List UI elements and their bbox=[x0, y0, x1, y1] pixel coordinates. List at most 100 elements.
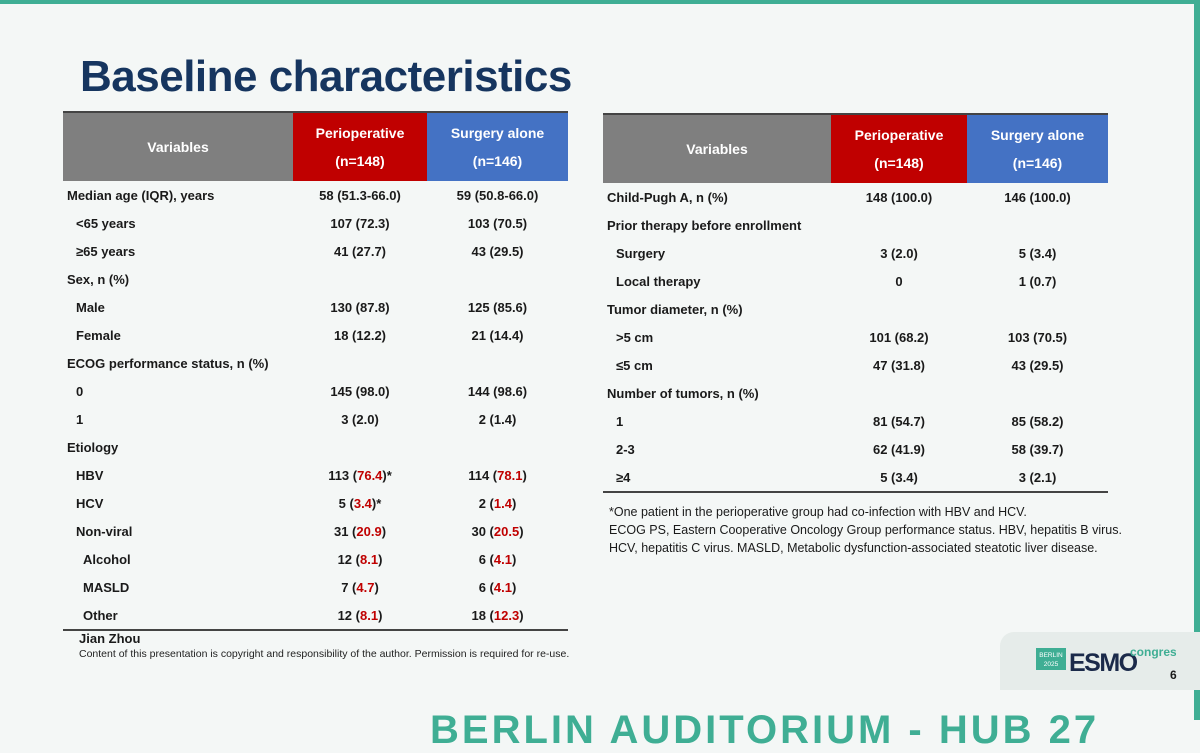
value-count: 103 (70.5) bbox=[467, 215, 528, 231]
row-label: Number of tumors, n (%) bbox=[607, 385, 759, 401]
table-row: Sex, n (%) bbox=[63, 265, 568, 293]
table-row: HBV 113 (76.4)* 114 (78.1) bbox=[63, 461, 568, 489]
perioperative-value: 47 (31.8) bbox=[872, 357, 926, 373]
right-header-surgery-n: (n=146) bbox=[1012, 155, 1063, 171]
surgery-alone-value: 43 (29.5) bbox=[427, 237, 568, 265]
value-suffix: ) bbox=[522, 467, 527, 483]
surgery-alone-value: 144 (98.6) bbox=[427, 377, 568, 405]
row-label: ≤5 cm bbox=[616, 357, 653, 373]
perioperative-value: 12 (8.1) bbox=[293, 601, 427, 630]
perioperative-value: 101 (68.2) bbox=[869, 329, 929, 345]
surgery-alone-value bbox=[427, 433, 568, 461]
value-suffix: ) bbox=[519, 523, 524, 539]
value-highlight: 78.1 bbox=[497, 467, 523, 483]
value-highlight: 4.1 bbox=[493, 579, 512, 595]
value-highlight: 1.4 bbox=[493, 495, 512, 511]
right-header-surgery-alone: Surgery alone (n=146) bbox=[967, 114, 1108, 183]
value-highlight: 4.7 bbox=[356, 579, 375, 595]
value-count: 5 ( bbox=[338, 495, 354, 511]
perioperative-value: 31 (20.9) bbox=[293, 517, 427, 545]
author-name: Jian Zhou bbox=[79, 631, 141, 646]
value-highlight: 20.5 bbox=[493, 523, 520, 539]
surgery-alone-value: 6 (4.1) bbox=[427, 573, 568, 601]
footnotes: *One patient in the perioperative group … bbox=[609, 503, 1122, 557]
value-count: 43 (29.5) bbox=[471, 243, 524, 259]
value-highlight: 3.4 bbox=[353, 495, 372, 511]
row-label: Non-viral bbox=[76, 523, 133, 539]
logo-year: 2025 bbox=[1044, 661, 1059, 668]
perioperative-value: 3 (2.0) bbox=[880, 245, 918, 261]
row-label: 2-3 bbox=[616, 441, 635, 457]
perioperative-value: 3 (2.0) bbox=[293, 405, 427, 433]
table-row: Non-viral 31 (20.9) 30 (20.5) bbox=[63, 517, 568, 545]
row-label: MASLD bbox=[83, 579, 130, 595]
table-row: >5 cm 101 (68.2) 103 (70.5) bbox=[603, 323, 1108, 351]
right-header-perioperative-label: Perioperative bbox=[854, 127, 944, 143]
row-label: ECOG performance status, n (%) bbox=[67, 355, 269, 371]
row-label: <65 years bbox=[76, 215, 136, 231]
value-highlight: 4.1 bbox=[493, 551, 512, 567]
row-label: ≥4 bbox=[616, 469, 631, 485]
row-label: 1 bbox=[616, 413, 624, 429]
value-count: 3 (2.0) bbox=[341, 411, 379, 427]
table-row: 2-3 62 (41.9) 58 (39.7) bbox=[603, 435, 1108, 463]
left-header-surgery-alone: Surgery alone (n=146) bbox=[427, 112, 568, 181]
slide-title: Baseline characteristics bbox=[80, 52, 572, 101]
value-count: 59 (50.8-66.0) bbox=[456, 187, 539, 203]
value-highlight: 8.1 bbox=[359, 551, 379, 567]
surgery-alone-value: 6 (4.1) bbox=[427, 545, 568, 573]
value-count: 2 (1.4) bbox=[478, 411, 517, 427]
perioperative-value: 145 (98.0) bbox=[293, 377, 427, 405]
value-count: 2 ( bbox=[478, 495, 494, 511]
perioperative-value bbox=[831, 211, 967, 239]
surgery-alone-value bbox=[967, 211, 1108, 239]
table-row: 1 3 (2.0) 2 (1.4) bbox=[63, 405, 568, 433]
surgery-alone-value: 125 (85.6) bbox=[427, 293, 568, 321]
row-label: Female bbox=[76, 327, 121, 343]
row-label: 0 bbox=[76, 383, 84, 399]
surgery-alone-value: 146 (100.0) bbox=[1004, 189, 1071, 205]
surgery-alone-value bbox=[427, 265, 568, 293]
surgery-alone-value: 59 (50.8-66.0) bbox=[427, 181, 568, 209]
left-table-header-row: Variables Perioperative (n=148) Surgery … bbox=[63, 112, 568, 181]
logo-panel bbox=[1000, 632, 1200, 690]
table-row: Tumor diameter, n (%) bbox=[603, 295, 1108, 323]
value-count: 41 (27.7) bbox=[333, 243, 387, 259]
table-row: Male 130 (87.8) 125 (85.6) bbox=[63, 293, 568, 321]
row-label: HCV bbox=[76, 495, 104, 511]
row-label: >5 cm bbox=[616, 329, 654, 345]
table-row: Other 12 (8.1) 18 (12.3) bbox=[63, 601, 568, 630]
surgery-alone-value: 5 (3.4) bbox=[1018, 245, 1057, 261]
footnote-line: HCV, hepatitis C virus. MASLD, Metabolic… bbox=[609, 541, 1098, 555]
left-header-perioperative-label: Perioperative bbox=[315, 125, 405, 141]
value-count: 7 ( bbox=[341, 579, 357, 595]
value-highlight: 8.1 bbox=[359, 607, 379, 623]
left-header-variables: Variables bbox=[63, 112, 293, 181]
row-label: Child-Pugh A, n (%) bbox=[607, 189, 728, 205]
value-count: 145 (98.0) bbox=[330, 383, 390, 399]
logo-brand: ESMO bbox=[1069, 649, 1138, 674]
perioperative-value bbox=[293, 349, 427, 377]
left-header-surgery-n: (n=146) bbox=[472, 153, 523, 169]
value-count: 21 (14.4) bbox=[471, 327, 524, 343]
surgery-alone-value bbox=[967, 295, 1108, 323]
left-table-body: Median age (IQR), years 58 (51.3-66.0) 59 … bbox=[63, 181, 568, 630]
table-row: ≤5 cm 47 (31.8) 43 (29.5) bbox=[603, 351, 1108, 379]
table-row: Local therapy 0 1 (0.7) bbox=[603, 267, 1108, 295]
logo-city-badge bbox=[1036, 648, 1066, 670]
row-label: Surgery bbox=[616, 245, 666, 261]
table-row: Etiology bbox=[63, 433, 568, 461]
row-label: Median age (IQR), years bbox=[67, 187, 215, 203]
table-row: Median age (IQR), years 58 (51.3-66.0) 59 … bbox=[63, 181, 568, 209]
table-row: ≥65 years 41 (27.7) 43 (29.5) bbox=[63, 237, 568, 265]
row-label: Tumor diameter, n (%) bbox=[607, 301, 743, 317]
perioperative-value: 18 (12.2) bbox=[293, 321, 427, 349]
value-count: 18 (12.2) bbox=[333, 327, 387, 343]
surgery-alone-value: 85 (58.2) bbox=[1011, 413, 1064, 429]
row-label: ≥65 years bbox=[76, 243, 136, 259]
row-label: Other bbox=[83, 607, 118, 623]
surgery-alone-value: 43 (29.5) bbox=[1011, 357, 1064, 373]
value-count: 144 (98.6) bbox=[467, 383, 528, 399]
perioperative-value: 130 (87.8) bbox=[293, 293, 427, 321]
right-baseline-table: Variables Perioperative (n=148) Surgery … bbox=[603, 113, 1108, 493]
